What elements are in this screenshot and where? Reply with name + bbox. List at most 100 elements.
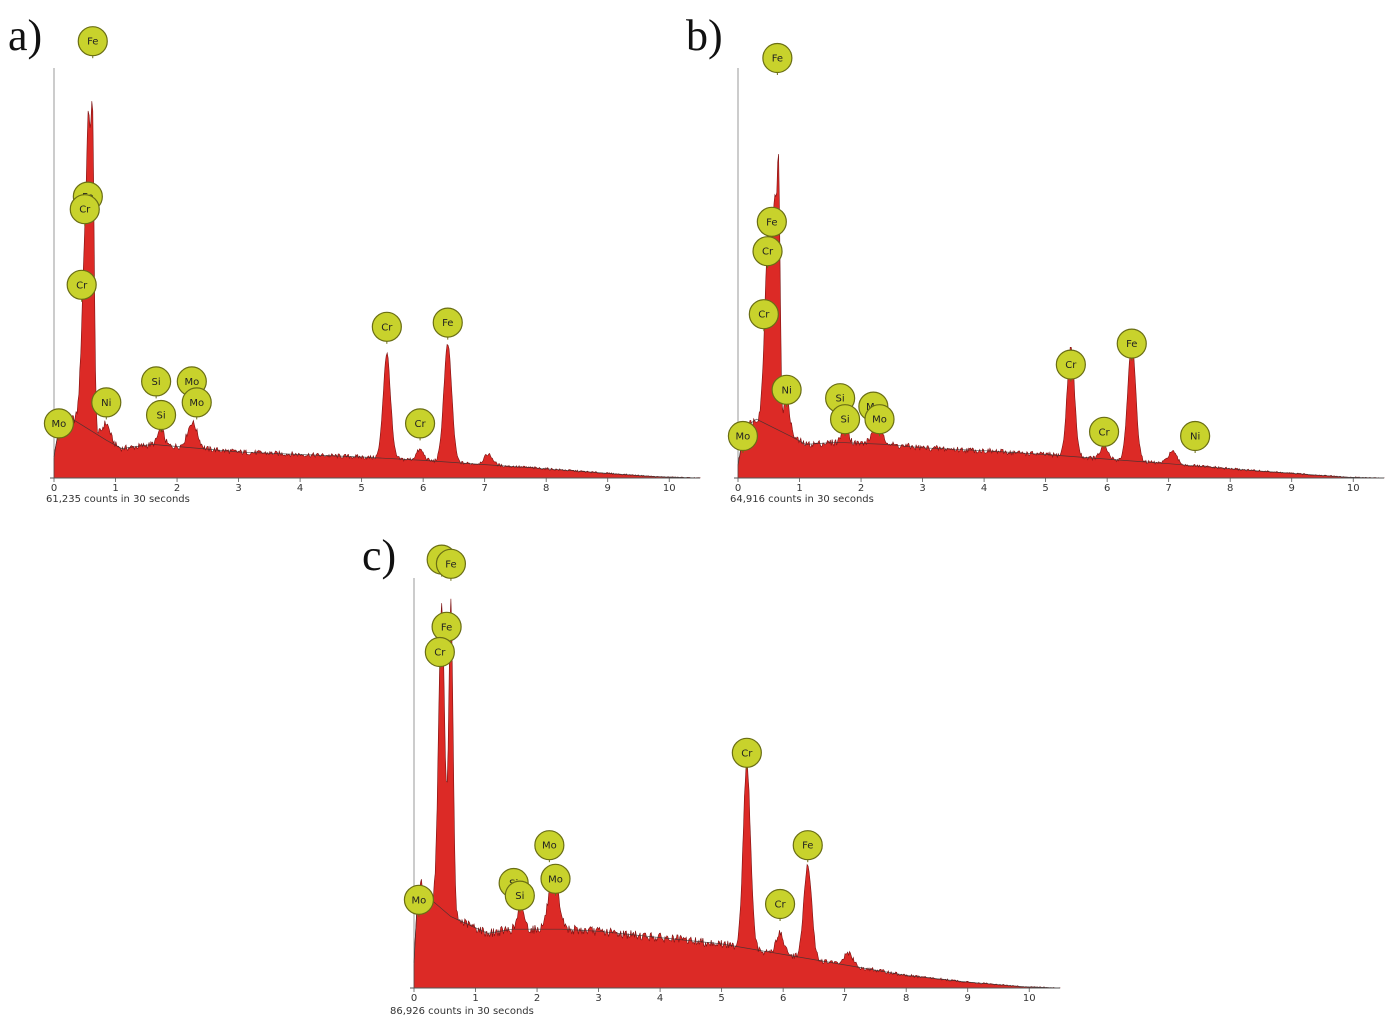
marker-label: Mo <box>412 895 427 906</box>
marker-circle <box>371 311 402 342</box>
marker-label: Cr <box>775 900 787 911</box>
marker-circle <box>1180 420 1211 452</box>
marker-label: Mo <box>52 419 67 430</box>
marker-circle <box>764 888 796 920</box>
marker-circle <box>1088 416 1120 447</box>
marker-label: Cr <box>758 310 770 321</box>
element-marker-mo: Mo <box>727 420 759 453</box>
element-marker-cr: Cr <box>731 737 762 770</box>
x-tick-label: 0 <box>51 483 57 494</box>
spectrum-panel-a: a) 012345678910FeFeCrCrMoNiSiSiMoMoCrCrF… <box>0 0 710 515</box>
panel-label-c: c) <box>362 531 397 580</box>
spectrum-panel-b: b) 012345678910FeFeCrCrMoNiSiSiMoMoCrCrF… <box>684 0 1394 515</box>
element-marker-cr: Cr <box>69 194 100 227</box>
x-tick-label: 4 <box>297 483 303 494</box>
element-marker-ni: Ni <box>91 387 122 420</box>
x-tick-label: 10 <box>663 483 676 494</box>
element-marker-cr: Cr <box>748 299 779 332</box>
marker-circle <box>91 387 122 418</box>
marker-label: Mo <box>542 841 557 852</box>
element-marker-si: Si <box>141 366 172 399</box>
marker-label: Si <box>836 394 845 405</box>
marker-circle <box>731 737 762 768</box>
marker-circle <box>435 548 467 579</box>
marker-label: Cr <box>1065 360 1077 371</box>
marker-label: Si <box>156 411 165 422</box>
counts-caption-c: 86,926 counts in 30 seconds <box>390 1006 534 1017</box>
x-tick-label: 4 <box>657 993 663 1004</box>
element-marker-mo: Mo <box>540 863 571 896</box>
element-marker-ni: Ni <box>1180 420 1211 453</box>
x-tick-label: 1 <box>472 993 478 1004</box>
spectrum-chart-a: 012345678910FeFeCrCrMoNiSiSiMoMoCrCrFe <box>43 26 701 494</box>
marker-label: Mo <box>189 398 204 409</box>
marker-label: Mo <box>872 415 887 426</box>
marker-circle <box>145 399 177 431</box>
element-marker-cr: Cr <box>1088 416 1120 449</box>
marker-label: Si <box>840 415 849 426</box>
marker-label: Fe <box>441 622 452 633</box>
x-tick-label: 8 <box>903 993 909 1004</box>
marker-label: Fe <box>1126 339 1137 350</box>
marker-label: Cr <box>1099 427 1111 438</box>
x-tick-label: 6 <box>1104 483 1110 494</box>
background-fit-line-c <box>413 895 1061 989</box>
element-marker-fe: Fe <box>432 307 463 340</box>
marker-circle <box>404 408 436 439</box>
element-marker-cr: Cr <box>371 311 402 344</box>
marker-circle <box>756 206 787 237</box>
marker-label: Fe <box>772 54 783 65</box>
element-marker-fe: Fe <box>792 830 823 863</box>
element-marker-fe: Fe <box>762 42 793 75</box>
marker-circle <box>752 236 783 267</box>
marker-label: Fe <box>87 37 98 48</box>
x-tick-label: 10 <box>1023 993 1036 1004</box>
marker-circle <box>864 404 895 435</box>
element-marker-mo: Mo <box>403 884 435 917</box>
x-tick-label: 1 <box>112 483 118 494</box>
marker-label: Ni <box>101 398 111 409</box>
x-tick-label: 2 <box>534 993 540 1004</box>
marker-circle <box>181 387 212 418</box>
x-tick-label: 9 <box>605 483 611 494</box>
background-fit-line-a <box>53 418 701 479</box>
marker-label: Fe <box>802 841 813 852</box>
x-tick-label: 3 <box>235 483 241 494</box>
element-marker-si: Si <box>504 880 535 913</box>
x-tick-label: 1 <box>796 483 802 494</box>
marker-label: Ni <box>1190 432 1200 443</box>
marker-label: Si <box>515 891 524 902</box>
element-marker-mo: Mo <box>43 408 75 441</box>
marker-circle <box>534 830 565 861</box>
marker-circle <box>403 884 435 915</box>
marker-label: Fe <box>442 318 453 329</box>
marker-circle <box>66 269 97 300</box>
element-marker-mo: Mo <box>181 387 212 420</box>
element-marker-mo: Mo <box>864 404 895 437</box>
x-tick-label: 3 <box>595 993 601 1004</box>
element-marker-si: Si <box>145 399 177 432</box>
marker-circle <box>762 42 793 74</box>
marker-circle <box>540 863 571 894</box>
marker-label: Cr <box>415 419 427 430</box>
background-fit-line-b <box>737 418 1385 479</box>
element-marker-fe: Fe <box>1116 328 1147 361</box>
element-marker-fe: Fe <box>77 26 108 59</box>
marker-circle <box>43 408 75 439</box>
marker-label: Cr <box>434 648 446 659</box>
x-tick-label: 7 <box>1165 483 1171 494</box>
marker-label: Fe <box>445 559 456 570</box>
x-tick-label: 5 <box>358 483 364 494</box>
x-tick-label: 8 <box>1227 483 1233 494</box>
marker-circle <box>424 636 455 668</box>
element-marker-cr: Cr <box>66 269 97 302</box>
x-tick-label: 6 <box>420 483 426 494</box>
marker-label: Mo <box>184 377 199 388</box>
x-tick-label: 7 <box>481 483 487 494</box>
marker-label: Cr <box>762 247 774 258</box>
x-tick-label: 7 <box>841 993 847 1004</box>
element-marker-cr: Cr <box>764 888 796 921</box>
spectrum-panel-c: c) 012345678910CrFeFeCrMoSiSiMoMoCrCrFe … <box>360 520 1070 1021</box>
x-tick-label: 0 <box>411 993 417 1004</box>
x-tick-label: 4 <box>981 483 987 494</box>
